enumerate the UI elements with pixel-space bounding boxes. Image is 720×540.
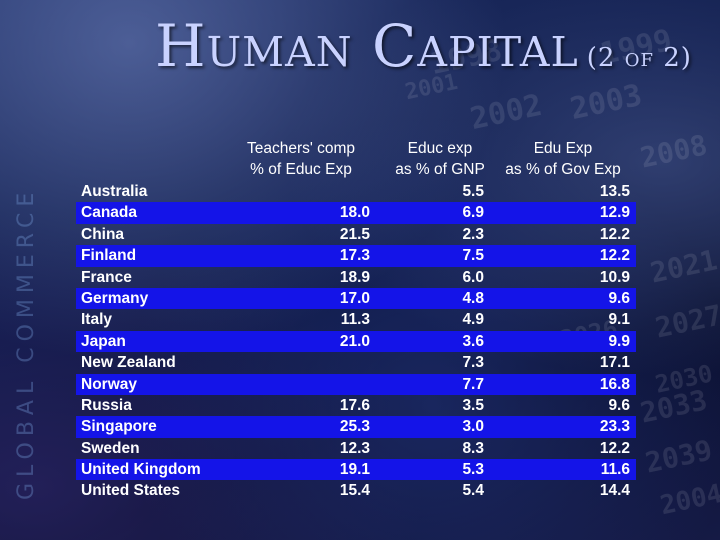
table-row: Norway 7.7 16.8	[76, 373, 636, 395]
country-cell: Canada	[81, 204, 137, 222]
country-cell: United States	[81, 482, 181, 500]
educ-exp-gnp-cell: 2.3	[462, 225, 484, 243]
teachers-comp-cell: 17.0	[339, 289, 370, 307]
educ-exp-gnp-cell: 7.3	[462, 354, 484, 372]
educ-exp-gnp-cell: 3.5	[462, 396, 484, 414]
country-cell: Italy	[81, 311, 113, 329]
country-cell: Sweden	[81, 439, 140, 457]
country-cell: Russia	[81, 396, 132, 414]
educ-exp-gnp-cell: 6.9	[462, 204, 484, 222]
table-row: France 18.9 6.0 10.9	[76, 267, 636, 288]
teachers-comp-cell: 12.3	[339, 439, 370, 457]
table-row: Singapore 25.3 3.0 23.3	[76, 416, 636, 438]
edu-exp-gov-cell: 10.9	[599, 268, 630, 286]
edu-exp-gov-cell: 9.9	[608, 332, 630, 350]
table-row: New Zealand 7.3 17.1	[76, 352, 636, 373]
table-row: Sweden 12.3 8.3 12.2	[76, 438, 636, 459]
table-row: Russia 17.6 3.5 9.6	[76, 395, 636, 416]
country-cell: Norway	[81, 375, 137, 393]
teachers-comp-cell: 15.4	[339, 482, 370, 500]
edu-exp-gov-cell: 13.5	[599, 183, 630, 200]
educ-exp-gnp-cell: 7.5	[462, 247, 484, 265]
teachers-comp-cell: 11.3	[340, 311, 370, 329]
table-row: Japan 21.0 3.6 9.9	[76, 330, 636, 353]
educ-exp-gnp-cell: 3.0	[462, 418, 484, 436]
country-cell: Finland	[81, 247, 137, 265]
column-header-line: % of Educ Exp	[250, 161, 352, 178]
edu-exp-gov-cell: 14.4	[599, 482, 630, 500]
educ-exp-gnp-cell: 4.9	[462, 311, 484, 329]
column-header-line: Edu Exp	[533, 140, 593, 157]
edu-exp-gov-cell: 23.3	[599, 418, 630, 436]
sidebar-label: GLOBAL COMMERCE	[14, 186, 39, 500]
column-header-teachers: Teachers' comp % of Educ Exp	[226, 138, 376, 180]
edu-exp-gov-cell: 16.8	[599, 375, 630, 393]
table-row: United States 15.4 5.4 14.4	[76, 480, 636, 501]
country-cell: Australia	[81, 183, 148, 200]
title-subtitle: (2 of 2)	[586, 43, 692, 73]
edu-exp-gov-cell: 9.6	[608, 289, 630, 307]
country-cell: France	[81, 268, 132, 286]
educ-exp-gnp-cell: 4.8	[462, 289, 484, 307]
table-row: Australia 5.5 13.5	[76, 181, 636, 202]
teachers-comp-cell: 21.5	[339, 225, 370, 243]
educ-exp-gnp-cell: 3.6	[462, 332, 484, 350]
table-row: Finland 17.3 7.5 12.2	[76, 245, 636, 267]
teachers-comp-cell: 25.3	[339, 418, 370, 436]
table-row: China 21.5 2.3 12.2	[76, 224, 636, 245]
table-row: Canada 18.0 6.9 12.9	[76, 202, 636, 224]
edu-exp-gov-cell: 12.2	[599, 247, 630, 265]
table-row: Germany 17.0 4.8 9.6	[76, 287, 636, 310]
page-title: Human Capital (2 of 2)	[155, 12, 692, 80]
educ-exp-gnp-cell: 7.7	[462, 375, 484, 393]
country-cell: Singapore	[81, 418, 157, 436]
column-header-line: as % of GNP	[395, 161, 485, 178]
educ-exp-gnp-cell: 5.3	[462, 461, 484, 479]
country-cell: United Kingdom	[81, 461, 201, 479]
teachers-comp-cell: 21.0	[339, 332, 370, 350]
column-header-gov: Edu Exp as % of Gov Exp	[488, 138, 638, 180]
educ-exp-gnp-cell: 5.4	[462, 482, 484, 500]
title-main: Human Capital	[155, 12, 579, 80]
teachers-comp-cell: 18.0	[339, 204, 370, 222]
country-cell: Germany	[81, 289, 149, 307]
country-cell: China	[81, 225, 125, 243]
table-row: Italy 11.3 4.9 9.1	[76, 309, 636, 330]
country-cell: Japan	[81, 332, 126, 350]
column-header-line: Teachers' comp	[246, 140, 356, 157]
teachers-comp-cell: 19.1	[339, 461, 370, 479]
teachers-comp-cell: 17.6	[339, 396, 370, 414]
column-header-line: as % of Gov Exp	[505, 161, 621, 178]
column-header-line: Educ exp	[407, 140, 473, 157]
country-cell: New Zealand	[81, 354, 176, 372]
educ-exp-gnp-cell: 6.0	[462, 268, 484, 286]
edu-exp-gov-cell: 12.2	[599, 439, 630, 457]
teachers-comp-cell: 18.9	[339, 268, 370, 286]
edu-exp-gov-cell: 12.9	[599, 204, 630, 222]
edu-exp-gov-cell: 12.2	[599, 225, 630, 243]
column-header-gnp: Educ exp as % of GNP	[370, 138, 510, 180]
edu-exp-gov-cell: 17.1	[599, 354, 630, 372]
educ-exp-gnp-cell: 8.3	[462, 439, 484, 457]
educ-exp-gnp-cell: 5.5	[462, 183, 484, 200]
data-table: Australia 5.5 13.5 Canada 18.0 6.9 12.9 China 21…	[76, 181, 636, 502]
edu-exp-gov-cell: 11.6	[600, 461, 630, 479]
edu-exp-gov-cell: 9.1	[608, 311, 630, 329]
table-row: United Kingdom 19.1 5.3 11.6	[76, 459, 636, 481]
edu-exp-gov-cell: 9.6	[608, 396, 630, 414]
teachers-comp-cell: 17.3	[339, 247, 370, 265]
